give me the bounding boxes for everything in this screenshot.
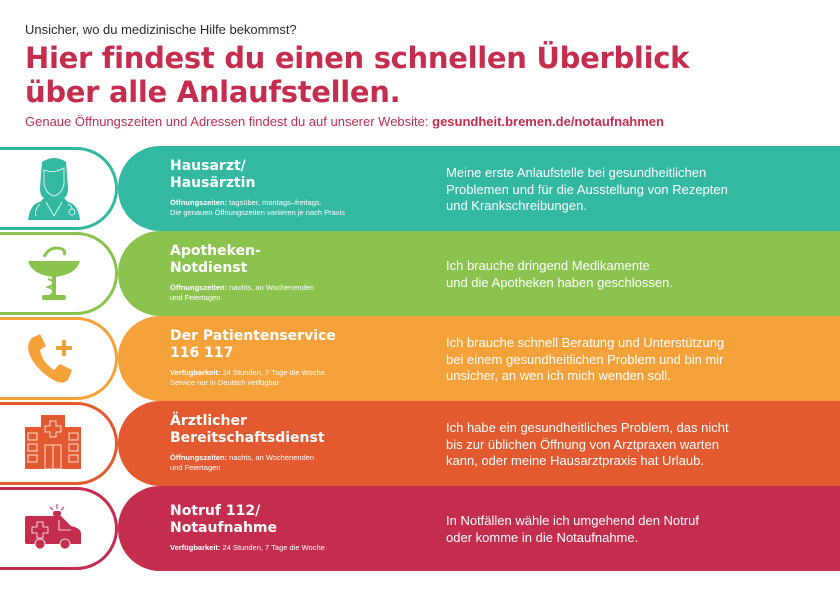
hours-value: Service nur in Deutsch verfügbar (170, 378, 280, 387)
icon-frame (0, 317, 118, 400)
name-line: Hausärztin (170, 175, 256, 191)
color-band (118, 401, 840, 486)
color-band (118, 486, 840, 571)
hospital-icon (25, 415, 85, 475)
color-band (118, 316, 840, 401)
subtitle-text: Genaue Öffnungszeiten und Adressen finde… (25, 114, 433, 129)
name-line: Notruf 112/ (170, 503, 261, 519)
name-line: Der Patientenservice (170, 328, 336, 344)
hours-label: Verfügbarkeit: (170, 368, 221, 377)
service-list: Hausarzt/ Hausärztin Öffnungszeiten: tag… (0, 146, 840, 571)
hours-value: nachts, an Wochenenden (227, 283, 315, 292)
service-name: Notruf 112/ Notaufnahme (170, 503, 277, 537)
hours-value: Die genauen Öffnungszeiten variieren je … (170, 208, 345, 217)
desc-line: Problemen und für die Ausstellung von Re… (446, 181, 728, 197)
service-description: Ich habe ein gesundheitliches Problem, d… (446, 420, 826, 470)
phone-plus-icon (26, 334, 86, 394)
hours-label: Öffnungszeiten: (170, 453, 228, 462)
hours-value: und Feiertagen (170, 293, 221, 302)
name-line: Ärztlicher (170, 413, 247, 429)
desc-line: oder komme in die Notaufnahme. (446, 529, 639, 545)
name-line: Notaufnahme (170, 520, 277, 536)
service-description: In Notfällen wähle ich umgehend den Notr… (446, 513, 826, 546)
header: Unsicher, wo du medizinische Hilfe bekom… (25, 22, 825, 130)
list-item-patientenservice: Der Patientenservice 116 117 Verfügbarke… (0, 316, 840, 401)
hours-value: tagsüber, montags–freitags. (227, 198, 322, 207)
hours-value: 24 Stunden, 7 Tage die Woche (220, 543, 325, 552)
desc-line: und Krankschreibungen. (446, 198, 587, 213)
hours-label: Öffnungszeiten: (170, 198, 228, 207)
service-hours: Verfügbarkeit: 24 Stunden, 7 Tage die Wo… (170, 543, 400, 553)
desc-line: Ich brauche dringend Medikamente (446, 258, 650, 273)
desc-line: In Notfällen wähle ich umgehend den Notr… (446, 513, 699, 528)
subtitle: Genaue Öffnungszeiten und Adressen finde… (25, 114, 825, 130)
service-hours: Verfügbarkeit: 24 Stunden, 7 Tage die Wo… (170, 368, 400, 388)
hours-value: nachts, an Wochenenden (227, 453, 315, 462)
service-hours: Öffnungszeiten: tagsüber, montags–freita… (170, 198, 400, 218)
name-line: Hausarzt/ (170, 158, 246, 174)
service-description: Ich brauche schnell Beratung und Unterst… (446, 335, 826, 385)
desc-line: unsicher, an wen ich mich wenden soll. (446, 368, 671, 383)
service-hours: Öffnungszeiten: nachts, an Wochenenden u… (170, 453, 400, 473)
service-name: Apotheken- Notdienst (170, 243, 261, 277)
desc-line: und die Apotheken haben geschlossen. (446, 274, 673, 290)
name-line: Notdienst (170, 260, 248, 276)
list-item-bereitschaftsdienst: Ärztlicher Bereitschaftsdienst Öffnungsz… (0, 401, 840, 486)
hours-value: 24 Stunden, 7 Tage die Woche. (220, 368, 327, 377)
desc-line: kann, oder meine Hausarztpraxis hat Urla… (446, 453, 704, 468)
title-line-2: über alle Anlaufstellen. (25, 75, 401, 109)
hours-label: Öffnungszeiten: (170, 283, 228, 292)
list-item-apotheke: Apotheken- Notdienst Öffnungszeiten: nac… (0, 231, 840, 316)
service-hours: Öffnungszeiten: nachts, an Wochenenden u… (170, 283, 400, 303)
page-title: Hier findest du einen schnellen Überblic… (25, 41, 825, 109)
title-line-1: Hier findest du einen schnellen Überblic… (25, 41, 690, 75)
service-name: Ärztlicher Bereitschaftsdienst (170, 413, 325, 447)
name-line: Apotheken- (170, 243, 261, 259)
desc-line: bis zur üblichen Öffnung von Arztpraxen … (446, 436, 719, 452)
desc-line: Ich habe ein gesundheitliches Problem, d… (446, 420, 729, 435)
service-name: Hausarzt/ Hausärztin (170, 158, 255, 192)
color-band (118, 146, 840, 231)
pharmacy-bowl-icon (28, 245, 88, 305)
list-item-notruf: Notruf 112/ Notaufnahme Verfügbarkeit: 2… (0, 486, 840, 571)
desc-line: Ich brauche schnell Beratung und Unterst… (446, 335, 725, 350)
service-name: Der Patientenservice 116 117 (170, 328, 336, 362)
kicker-text: Unsicher, wo du medizinische Hilfe bekom… (25, 22, 297, 37)
hours-value: und Feiertagen (170, 463, 221, 472)
doctor-icon (28, 158, 88, 220)
color-band (118, 231, 840, 316)
name-line: Bereitschaftsdienst (170, 430, 325, 446)
service-description: Ich brauche dringend Medikamente und die… (446, 258, 826, 291)
website-link[interactable]: gesundheit.bremen.de/notaufnahmen (432, 114, 664, 129)
hours-label: Verfügbarkeit: (170, 543, 221, 552)
list-item-hausarzt: Hausarzt/ Hausärztin Öffnungszeiten: tag… (0, 146, 840, 231)
name-line: 116 117 (170, 345, 234, 361)
ambulance-icon (25, 504, 85, 564)
service-description: Meine erste Anlaufstelle bei gesundheitl… (446, 165, 826, 215)
desc-line: bei einem gesundheitlichen Problem und b… (446, 351, 724, 367)
desc-line: Meine erste Anlaufstelle bei gesundheitl… (446, 165, 707, 180)
